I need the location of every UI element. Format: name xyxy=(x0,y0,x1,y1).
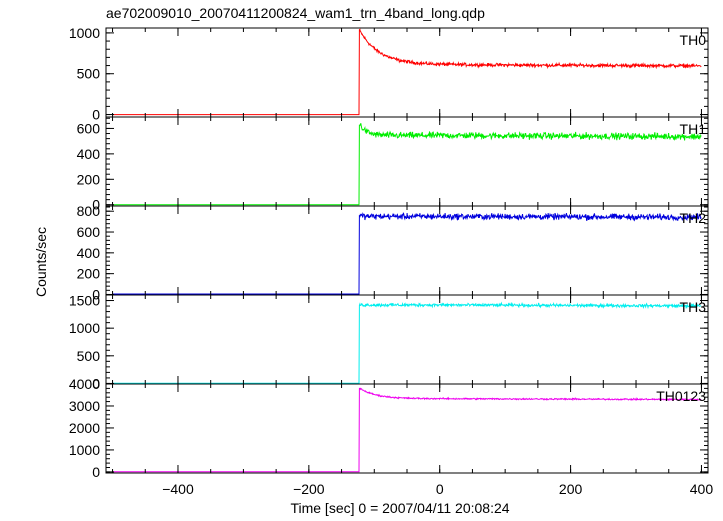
panel-th3: 0 500 1000 1500 TH3 xyxy=(69,293,709,391)
y-tick-label: 0 xyxy=(92,375,100,391)
x-tick-label: 200 xyxy=(559,481,583,497)
y-tick-label: 200 xyxy=(77,266,101,282)
y-tick-label: 500 xyxy=(77,348,101,364)
y-tick-label: 1000 xyxy=(69,442,100,458)
y-tick-label: 400 xyxy=(77,245,101,261)
panel-frame xyxy=(105,205,709,296)
panel-frame xyxy=(105,116,709,207)
series-line-th1 xyxy=(112,123,702,206)
panel-th1: 0 200 400 600 TH1 xyxy=(77,116,709,213)
y-tick-label: 0 xyxy=(92,197,100,213)
series-line-th0 xyxy=(112,28,702,116)
panel-frame xyxy=(105,294,709,385)
series-label: TH1 xyxy=(680,121,707,137)
series-label: TH0123 xyxy=(656,388,706,404)
x-tick-label: 0 xyxy=(436,481,444,497)
y-tick-label: 1000 xyxy=(69,25,100,41)
panel-frame xyxy=(105,27,709,118)
y-tick-label: 0 xyxy=(92,286,100,302)
series-label: TH2 xyxy=(680,210,707,226)
x-axis-label: Time [sec] 0 = 2007/04/11 20:08:24 xyxy=(290,500,509,516)
y-tick-label: 4000 xyxy=(69,376,100,392)
y-axis-label: Counts/sec xyxy=(33,227,49,297)
series-label: TH0 xyxy=(680,32,707,48)
chart-panels: 0 500 1000 TH0 0 200 400 600 TH1 0 200 400 600 800 TH2… xyxy=(69,25,714,497)
y-tick-label: 1500 xyxy=(69,293,100,309)
panel-th0: 0 500 1000 TH0 xyxy=(69,25,709,123)
y-tick-label: 0 xyxy=(92,107,100,123)
y-tick-label: 400 xyxy=(77,146,101,162)
series-label: TH3 xyxy=(680,299,707,315)
y-tick-label: 600 xyxy=(77,120,101,136)
x-tick-label: 400 xyxy=(690,481,714,497)
chart-title: ae702009010_20070411200824_wam1_trn_4ban… xyxy=(106,5,485,21)
y-tick-label: 0 xyxy=(92,464,100,480)
series-line-th3 xyxy=(112,301,702,384)
x-tick-label: −200 xyxy=(293,481,325,497)
y-tick-label: 200 xyxy=(77,171,101,187)
x-tick-label: −400 xyxy=(162,481,194,497)
y-tick-label: 3000 xyxy=(69,398,100,414)
y-tick-label: 1000 xyxy=(69,320,100,336)
series-line-th0123 xyxy=(112,387,702,473)
y-tick-label: 800 xyxy=(77,203,101,219)
y-tick-label: 2000 xyxy=(69,420,100,436)
panel-frame xyxy=(105,383,709,474)
panel-th0123: 0 1000 2000 3000 4000 TH0123 xyxy=(69,376,709,480)
y-tick-label: 600 xyxy=(77,224,101,240)
y-tick-label: 500 xyxy=(77,66,101,82)
series-line-th2 xyxy=(112,212,702,295)
panel-th2: 0 200 400 600 800 TH2 xyxy=(77,203,709,302)
